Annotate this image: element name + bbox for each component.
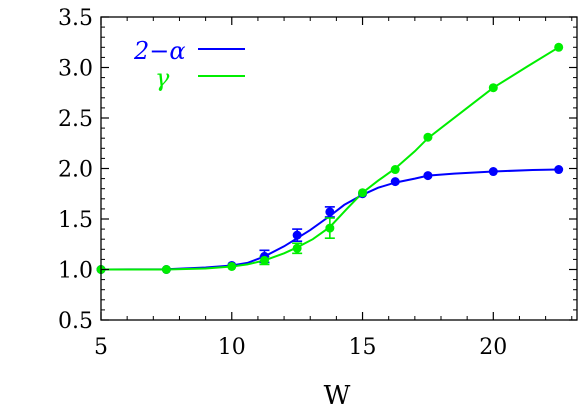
x-tick-label: 5 [94, 335, 108, 360]
data-point [325, 223, 335, 233]
legend-label: 2−α [133, 37, 186, 65]
y-tick-label: 3.0 [58, 57, 93, 82]
data-point [423, 132, 433, 142]
data-point [292, 243, 302, 253]
data-point [390, 165, 400, 175]
data-point [488, 83, 498, 93]
x-tick-label: 10 [218, 335, 246, 360]
x-tick-label: 15 [349, 335, 377, 360]
y-tick-label: 1.0 [58, 259, 93, 284]
y-tick-label: 0.5 [58, 309, 93, 334]
data-point [423, 171, 433, 181]
x-tick-label: 20 [479, 335, 507, 360]
data-point [554, 42, 564, 52]
axis-ticks [100, 16, 577, 321]
y-tick-label: 1.5 [58, 208, 93, 233]
data-point [259, 255, 269, 265]
data-point [390, 177, 400, 187]
data-point [292, 230, 302, 240]
legend-label: γ [155, 64, 170, 92]
y-tick-label: 3.5 [58, 6, 93, 31]
data-point [161, 265, 171, 274]
data-point [227, 261, 237, 271]
axis-tick-labels: 5 10 15 20 0.5 1.0 1.5 2.0 2.5 3.0 3.5 [58, 6, 507, 360]
data-points [96, 42, 564, 274]
data-point [554, 165, 564, 175]
legend: 2−αγ [133, 37, 245, 92]
data-point [325, 207, 335, 217]
y-tick-label: 2.0 [58, 158, 93, 183]
data-point [488, 167, 498, 177]
data-point [358, 188, 368, 198]
x-axis-title: W [324, 381, 351, 411]
y-tick-label: 2.5 [58, 107, 93, 132]
